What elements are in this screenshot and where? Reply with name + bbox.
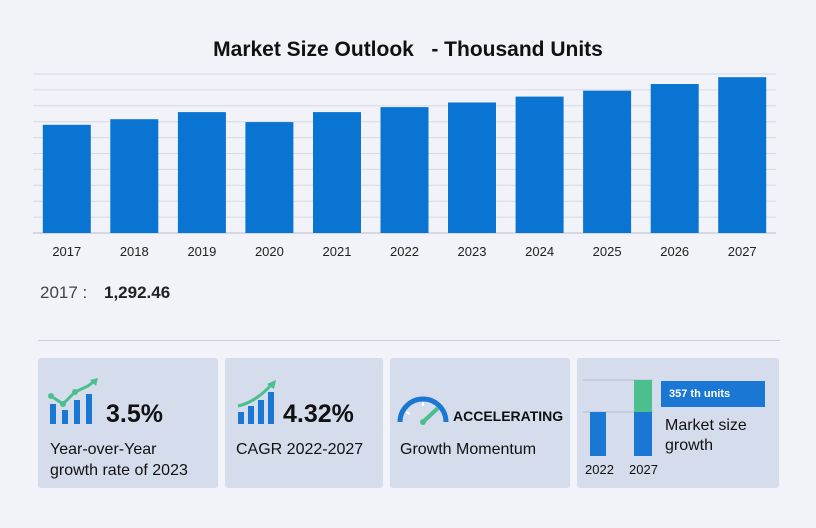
x-tick-2025: 2025 <box>593 244 622 259</box>
value-readout: 2017 : 1,292.46 <box>40 283 170 303</box>
bar-2021 <box>313 112 361 233</box>
market-label-2: growth <box>665 437 714 454</box>
x-tick-2021: 2021 <box>323 244 352 259</box>
bar-2023 <box>448 102 496 233</box>
bar-2027 <box>718 77 767 233</box>
yoy-card: 3.5% Year-over-Year growth rate of 2023 <box>38 358 218 488</box>
momentum-value: ACCELERATING <box>453 408 564 424</box>
divider <box>38 340 780 341</box>
bars <box>42 77 767 233</box>
bar-2022 <box>590 412 606 456</box>
market-growth-bars <box>583 379 653 456</box>
bar-2020 <box>245 122 294 233</box>
bar-2026 <box>650 84 699 233</box>
momentum-label: Growth Momentum <box>400 441 537 458</box>
market-year-start: 2022 <box>585 462 614 477</box>
market-size-badge: 357 th units <box>661 381 765 407</box>
cagr-label: CAGR 2022-2027 <box>236 441 364 458</box>
cagr-value: 4.32% <box>283 400 354 428</box>
x-tick-labels: 2017 2018 2019 2020 2021 2022 2023 2024 2025 2026… <box>52 244 756 259</box>
momentum-card: ACCELERATING Growth Momentum <box>390 358 570 488</box>
x-tick-2024: 2024 <box>525 244 554 259</box>
readout-value: 1,292.46 <box>104 283 171 302</box>
bar-2017 <box>42 124 91 233</box>
x-tick-2027: 2027 <box>728 244 757 259</box>
bar-2019 <box>177 112 226 233</box>
bar-2022 <box>380 107 429 233</box>
bar-2024 <box>515 96 564 233</box>
market-size-card: 357 th units Market size growth 2022 202… <box>577 358 779 488</box>
x-tick-2018: 2018 <box>120 244 149 259</box>
bar-2018 <box>110 119 159 233</box>
bar-2027-growth <box>634 380 652 412</box>
x-tick-2023: 2023 <box>458 244 487 259</box>
yoy-label-1: Year-over-Year <box>50 441 157 458</box>
x-tick-2017: 2017 <box>52 244 81 259</box>
x-tick-2026: 2026 <box>660 244 689 259</box>
bar-growth-icon <box>48 378 98 424</box>
bar-2025 <box>583 90 632 233</box>
rising-bars-icon <box>237 380 276 424</box>
yoy-value: 3.5% <box>106 400 163 428</box>
bar-chart: 2017 2018 2019 2020 2021 2022 2023 2024 2025 2026… <box>33 73 776 259</box>
market-year-end: 2027 <box>629 462 658 477</box>
x-tick-2019: 2019 <box>187 244 216 259</box>
chart-title: Market Size Outlook - Thousand Units <box>213 38 603 61</box>
cagr-card: 4.32% CAGR 2022-2027 <box>225 358 383 488</box>
readout-year: 2017 : <box>40 283 88 302</box>
x-tick-2022: 2022 <box>390 244 419 259</box>
market-label-1: Market size <box>665 417 747 434</box>
yoy-label-2: growth rate of 2023 <box>50 462 188 479</box>
bar-2027-base <box>634 412 652 456</box>
speedometer-icon <box>397 396 449 425</box>
x-tick-2020: 2020 <box>255 244 284 259</box>
